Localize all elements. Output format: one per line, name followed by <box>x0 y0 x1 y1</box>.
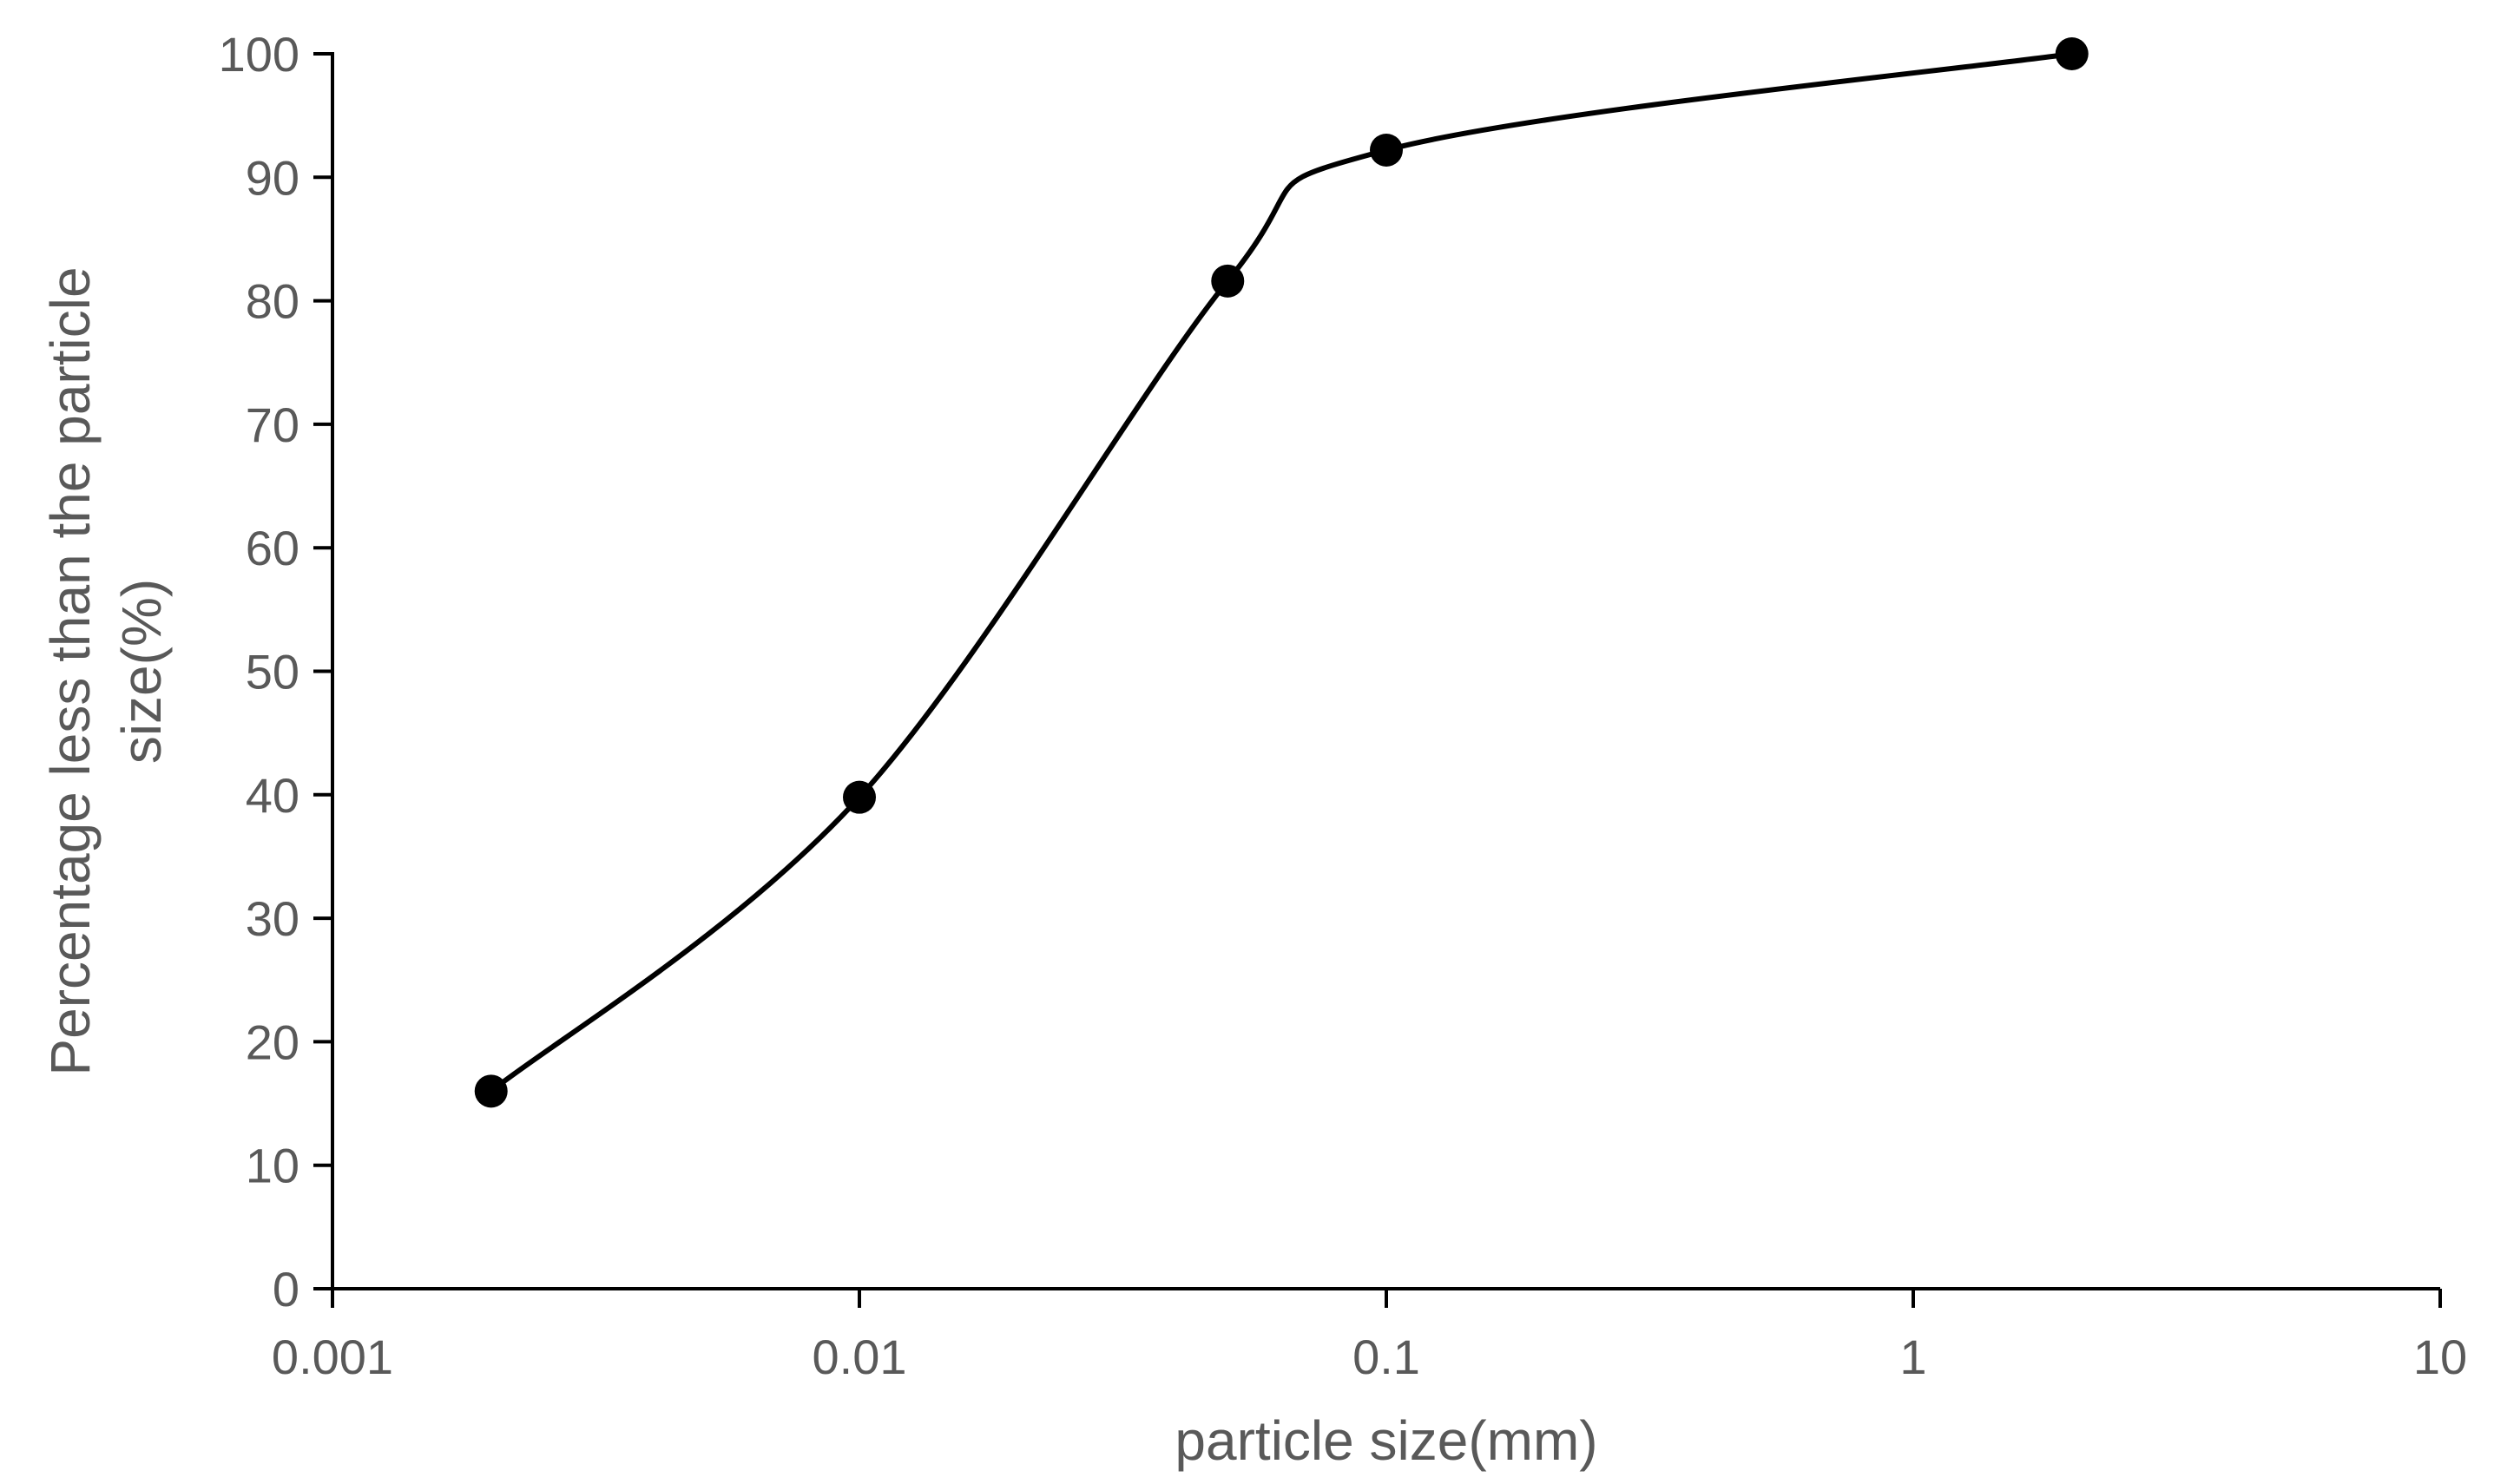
y-tick-label: 50 <box>246 645 299 699</box>
x-axis-ticks: 0.001 0.01 0.1 1 10 <box>272 1289 2467 1384</box>
data-point <box>2055 37 2089 70</box>
x-tick-label: 1 <box>1899 1330 1926 1384</box>
y-tick-label: 90 <box>246 150 299 205</box>
data-point <box>843 780 876 814</box>
y-axis-title-line-2: size(%) <box>110 579 173 764</box>
data-points <box>474 37 2089 1108</box>
y-tick-label: 0 <box>273 1262 299 1317</box>
y-tick-label: 20 <box>246 1015 299 1069</box>
y-tick-label: 30 <box>246 891 299 946</box>
y-tick-label: 40 <box>246 768 299 823</box>
data-point <box>474 1074 508 1108</box>
data-point <box>1211 264 1245 298</box>
x-axis-title: particle size(mm) <box>1175 1409 1597 1472</box>
y-tick-label: 100 <box>219 27 299 82</box>
y-tick-label: 60 <box>246 521 299 575</box>
y-tick-label: 10 <box>246 1139 299 1193</box>
y-tick-label: 70 <box>246 397 299 452</box>
x-tick-label: 0.1 <box>1352 1330 1420 1384</box>
y-axis-ticks: 0 10 20 30 40 50 60 70 80 90 100 <box>219 27 332 1317</box>
y-axis-title-line-1: Percentage less than the particle <box>39 266 102 1075</box>
x-tick-label: 0.001 <box>272 1330 393 1384</box>
data-point <box>1370 133 1403 167</box>
gradation-curve <box>489 51 2073 1093</box>
x-tick-label: 0.01 <box>813 1330 907 1384</box>
y-tick-label: 80 <box>246 274 299 329</box>
x-tick-label: 10 <box>2413 1330 2467 1384</box>
